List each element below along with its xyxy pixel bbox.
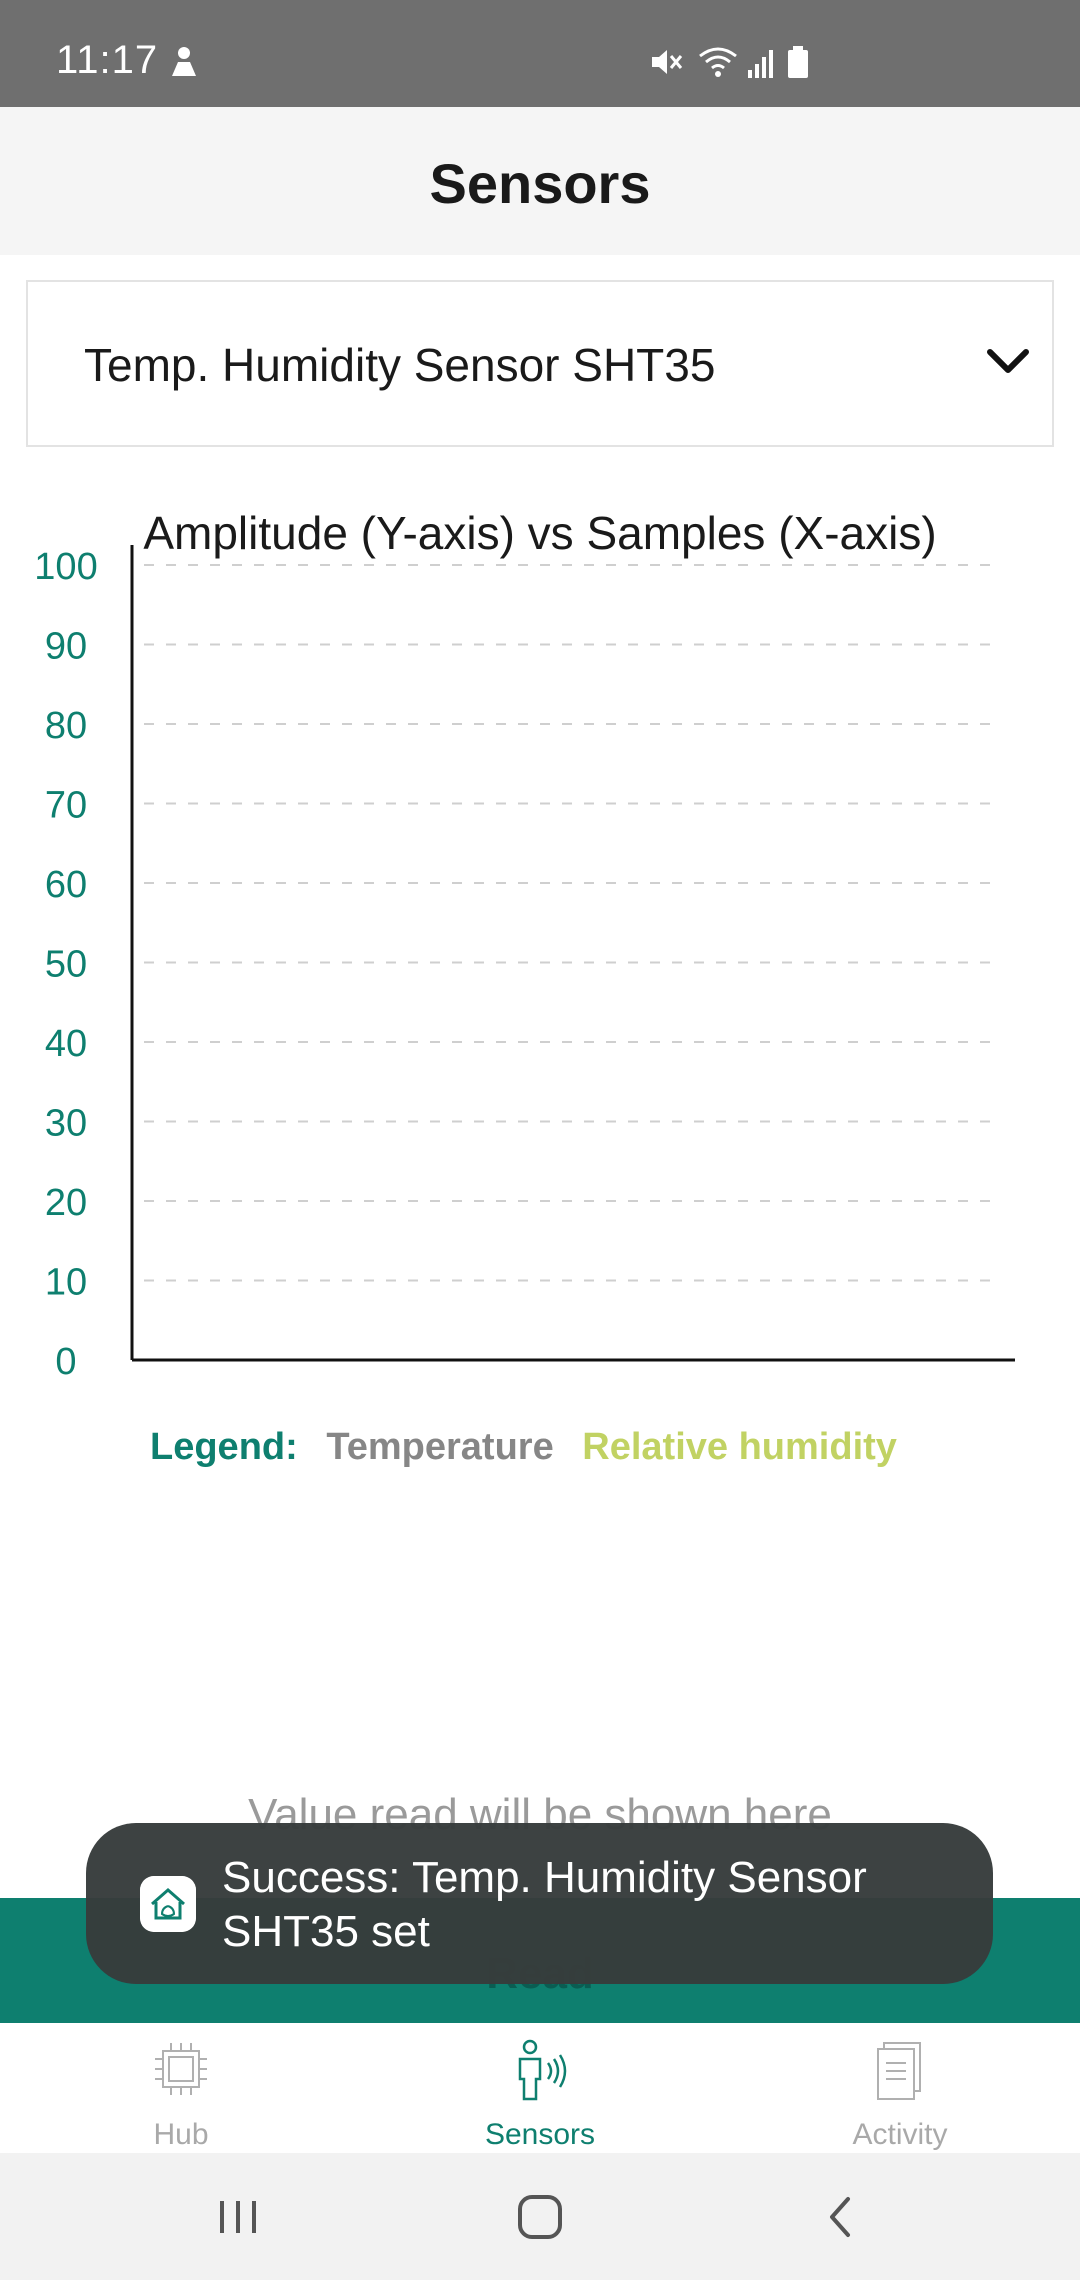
legend-temperature: Temperature bbox=[326, 1426, 554, 1468]
nav-label-sensors: Sensors bbox=[484, 2118, 596, 2151]
y-tick-label: 60 bbox=[45, 864, 87, 906]
y-tick-label: 50 bbox=[45, 944, 87, 986]
y-tick-label: 10 bbox=[45, 1262, 87, 1304]
recent-apps-icon[interactable] bbox=[210, 2189, 266, 2245]
chart-title: Amplitude (Y-axis) vs Samples (X-axis) bbox=[143, 507, 937, 559]
signal-icon bbox=[748, 50, 773, 78]
nav-item-hub[interactable]: Hub bbox=[31, 2023, 331, 2153]
legend-humidity: Relative humidity bbox=[582, 1426, 897, 1468]
person-sensor-icon bbox=[518, 2039, 567, 2101]
chart: 0 10 20 30 40 50 60 70 80 90 100 bbox=[34, 545, 1015, 1380]
wifi-icon bbox=[699, 47, 737, 77]
y-tick-label: 40 bbox=[45, 1023, 87, 1065]
status-bar: 11:17 bbox=[0, 0, 1080, 107]
legend: Legend: Temperature Relative humidity bbox=[150, 1426, 915, 1469]
back-icon[interactable] bbox=[814, 2189, 870, 2245]
sensor-select-value: Temp. Humidity Sensor SHT35 bbox=[84, 339, 716, 391]
y-tick-label: 20 bbox=[45, 1182, 87, 1224]
nav-label-hub: Hub bbox=[153, 2118, 209, 2151]
page-title: Sensors bbox=[429, 152, 651, 215]
notification-person-icon bbox=[172, 47, 196, 76]
toast: Success: Temp. Humidity Sensor SHT35 set bbox=[86, 1823, 993, 1984]
app-header: Sensors bbox=[0, 107, 1080, 255]
home-icon[interactable] bbox=[512, 2189, 568, 2245]
y-tick-label: 70 bbox=[45, 785, 87, 827]
y-tick-label: 90 bbox=[45, 626, 87, 668]
y-tick-label: 0 bbox=[55, 1341, 76, 1380]
nav-label-activity: Activity bbox=[852, 2118, 948, 2151]
chevron-down-icon bbox=[987, 349, 1029, 373]
app-home-icon bbox=[140, 1876, 196, 1932]
y-tick-label: 80 bbox=[45, 705, 87, 747]
document-icon bbox=[877, 2042, 921, 2100]
toast-message: Success: Temp. Humidity Sensor SHT35 set bbox=[222, 1853, 867, 1956]
sensor-select[interactable]: Temp. Humidity Sensor SHT35 bbox=[26, 280, 1054, 447]
nav-item-activity[interactable]: Activity bbox=[750, 2023, 1050, 2153]
y-tick-label: 100 bbox=[34, 546, 97, 588]
chip-icon bbox=[155, 2043, 207, 2095]
nav-item-sensors[interactable]: Sensors bbox=[390, 2023, 690, 2153]
mute-icon bbox=[652, 50, 683, 74]
system-nav-bar bbox=[0, 2153, 1080, 2280]
battery-icon bbox=[788, 46, 808, 78]
status-time: 11:17 bbox=[56, 38, 159, 82]
legend-label: Legend: bbox=[150, 1426, 298, 1468]
y-tick-label: 30 bbox=[45, 1103, 87, 1145]
bottom-nav: Hub Sensors Activity bbox=[0, 2023, 1080, 2153]
